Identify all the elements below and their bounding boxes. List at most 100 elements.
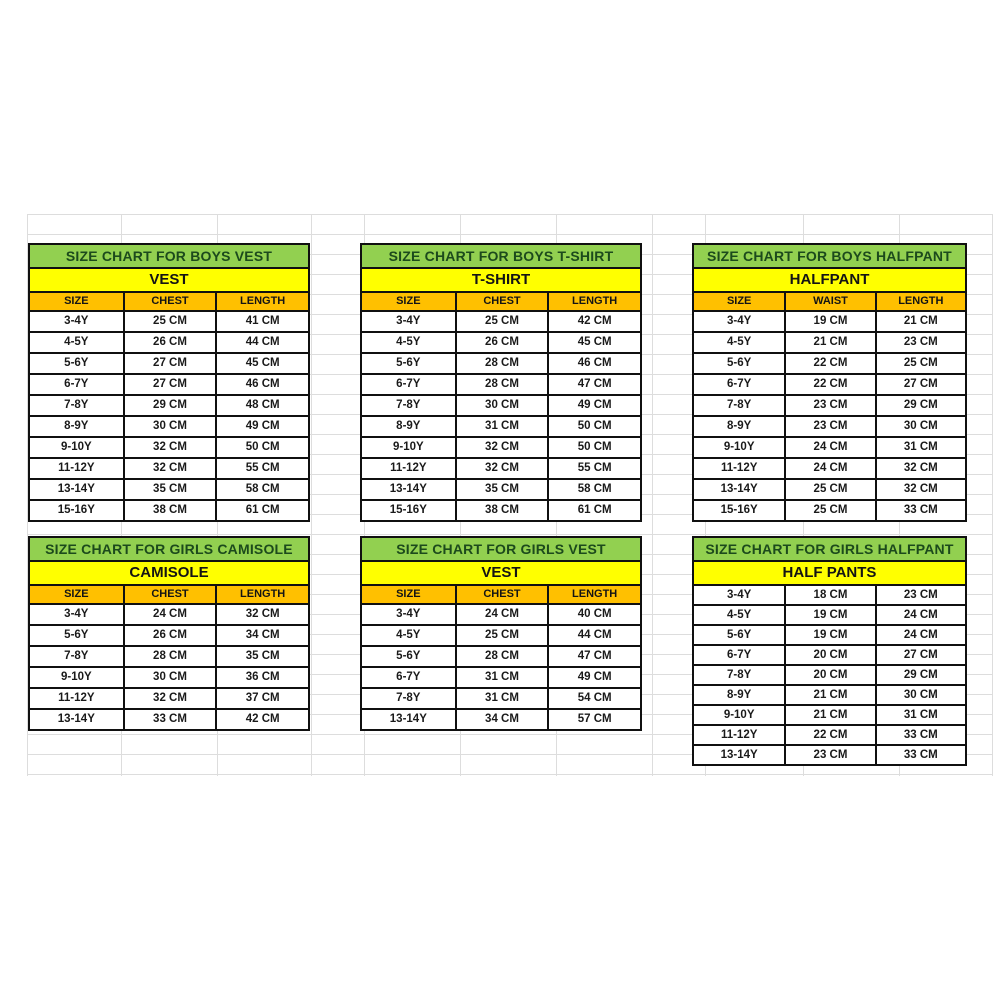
table-cell: 21 CM — [784, 333, 874, 352]
table-cell: 31 CM — [454, 689, 548, 708]
table-cell: 4-5Y — [396, 629, 421, 641]
table-cell: 8-9Y — [727, 689, 752, 701]
table-row: 3-4Y 18 CM 23 CM — [694, 586, 965, 604]
table-cell: 6-7Y — [396, 671, 421, 683]
table-cell: 28 CM — [454, 354, 548, 373]
table-cell: 23 CM — [784, 746, 874, 764]
table-cell: 3-4Y — [64, 608, 89, 620]
table-cell: 50 CM — [547, 438, 640, 457]
table-cell: 32 CM — [215, 605, 308, 624]
table-cell: 61 CM — [215, 501, 308, 520]
size-table-boys-vest: SIZE CHART FOR BOYS VEST VEST SIZE CHEST L… — [28, 243, 310, 522]
column-header: SIZE — [64, 588, 89, 600]
table-row: 3-4Y 25 CM 41 CM — [30, 312, 308, 331]
table-cell: 22 CM — [784, 726, 874, 744]
table-cell: 57 CM — [547, 710, 640, 729]
table-cell: 28 CM — [454, 647, 548, 666]
table-cell: 30 CM — [874, 417, 965, 436]
table-cell: 38 CM — [122, 501, 216, 520]
size-table-girls-vest: SIZE CHART FOR GIRLS VEST VEST SIZE CHEST… — [360, 536, 642, 731]
table-row: 5-6Y 19 CM 24 CM — [694, 624, 965, 644]
table-cell: 31 CM — [454, 668, 548, 687]
table-row: 4-5Y 25 CM 44 CM — [362, 624, 640, 645]
table-subtitle: HALFPANT — [694, 269, 965, 293]
table-cell: 33 CM — [874, 501, 965, 520]
table-cell: 27 CM — [874, 375, 965, 394]
table-cell: 33 CM — [874, 746, 965, 764]
size-table-boys-tshirt: SIZE CHART FOR BOYS T-SHIRT T-SHIRT SIZE… — [360, 243, 642, 522]
table-cell: 5-6Y — [64, 629, 89, 641]
size-table-girls-camisole: SIZE CHART FOR GIRLS CAMISOLE CAMISOLE S… — [28, 536, 310, 731]
table-cell: 23 CM — [874, 586, 965, 604]
table-cell: 24 CM — [874, 606, 965, 624]
column-header: SIZE — [396, 588, 421, 600]
table-cell: 13-14Y — [57, 713, 95, 725]
table-subtitle: CAMISOLE — [30, 562, 308, 586]
table-row: 5-6Y 27 CM 45 CM — [30, 352, 308, 373]
table-cell: 50 CM — [547, 417, 640, 436]
table-cell: 11-12Y — [720, 729, 758, 741]
table-cell: 45 CM — [547, 333, 640, 352]
table-cell: 25 CM — [874, 354, 965, 373]
table-cell: 31 CM — [874, 438, 965, 457]
table-row: 9-10Y 32 CM 50 CM — [362, 436, 640, 457]
table-cell: 26 CM — [122, 333, 216, 352]
table-cell: 33 CM — [122, 710, 216, 729]
table-subtitle: VEST — [30, 269, 308, 293]
table-title: SIZE CHART FOR BOYS HALFPANT — [694, 245, 965, 269]
table-column-headers: SIZE CHEST LENGTH — [362, 586, 640, 605]
table-column-headers: SIZE CHEST LENGTH — [30, 586, 308, 605]
table-cell: 4-5Y — [396, 336, 421, 348]
table-cell: 46 CM — [215, 375, 308, 394]
column-header: LENGTH — [874, 293, 965, 310]
table-cell: 3-4Y — [727, 589, 752, 601]
table-cell: 42 CM — [215, 710, 308, 729]
table-cell: 31 CM — [874, 706, 965, 724]
table-cell: 7-8Y — [727, 669, 752, 681]
table-cell: 49 CM — [547, 396, 640, 415]
table-cell: 28 CM — [454, 375, 548, 394]
table-row: 4-5Y 21 CM 23 CM — [694, 331, 965, 352]
table-row: 11-12Y 32 CM 55 CM — [30, 457, 308, 478]
column-header: SIZE — [64, 295, 89, 307]
table-cell: 23 CM — [874, 333, 965, 352]
table-cell: 24 CM — [784, 459, 874, 478]
table-row: 7-8Y 30 CM 49 CM — [362, 394, 640, 415]
table-cell: 32 CM — [122, 689, 216, 708]
table-cell: 55 CM — [215, 459, 308, 478]
table-cell: 15-16Y — [720, 504, 758, 516]
table-title: SIZE CHART FOR GIRLS HALFPANT — [694, 538, 965, 562]
table-row: 11-12Y 32 CM 37 CM — [30, 687, 308, 708]
table-cell: 6-7Y — [727, 649, 752, 661]
table-cell: 3-4Y — [727, 315, 752, 327]
table-cell: 30 CM — [122, 417, 216, 436]
column-header: SIZE — [726, 295, 752, 307]
table-cell: 28 CM — [122, 647, 216, 666]
table-cell: 41 CM — [215, 312, 308, 331]
table-cell: 3-4Y — [64, 315, 89, 327]
table-cell: 54 CM — [547, 689, 640, 708]
column-header: CHEST — [122, 293, 216, 310]
table-row: 13-14Y 35 CM 58 CM — [362, 478, 640, 499]
column-header: LENGTH — [547, 586, 640, 603]
table-cell: 27 CM — [874, 646, 965, 664]
table-cell: 47 CM — [547, 375, 640, 394]
column-header: LENGTH — [215, 586, 308, 603]
table-subtitle: T-SHIRT — [362, 269, 640, 293]
table-cell: 7-8Y — [727, 399, 752, 411]
table-row: 7-8Y 23 CM 29 CM — [694, 394, 965, 415]
table-cell: 24 CM — [122, 605, 216, 624]
table-row: 4-5Y 19 CM 24 CM — [694, 604, 965, 624]
column-header: LENGTH — [215, 293, 308, 310]
table-cell: 4-5Y — [727, 609, 752, 621]
table-cell: 19 CM — [784, 626, 874, 644]
table-cell: 44 CM — [215, 333, 308, 352]
table-row: 6-7Y 31 CM 49 CM — [362, 666, 640, 687]
table-row: 13-14Y 33 CM 42 CM — [30, 708, 308, 729]
table-cell: 6-7Y — [727, 378, 752, 390]
column-header: WAIST — [784, 293, 874, 310]
table-subtitle: HALF PANTS — [694, 562, 965, 586]
table-row: 3-4Y 19 CM 21 CM — [694, 312, 965, 331]
table-cell: 9-10Y — [723, 709, 755, 721]
table-body: 3-4Y 24 CM 40 CM 4-5Y 25 CM 44 CM 5-6Y 28 CM 47 … — [362, 605, 640, 729]
